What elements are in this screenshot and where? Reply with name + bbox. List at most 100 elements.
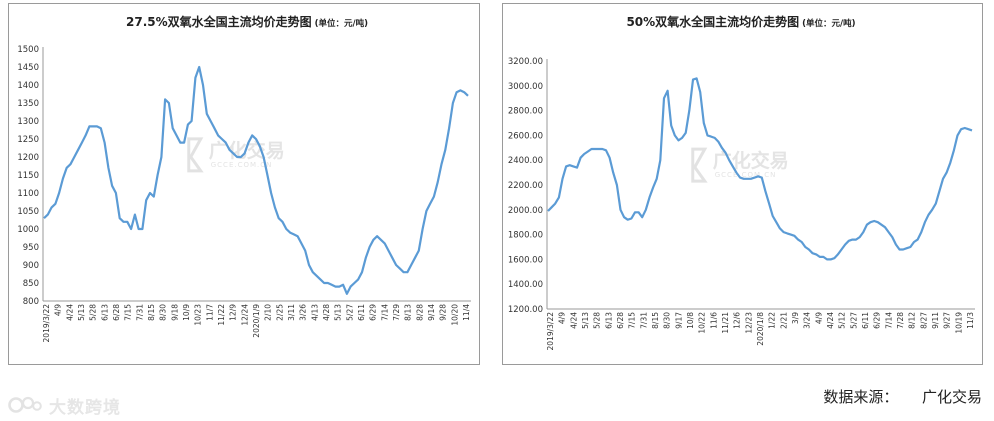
chart-1-xtick-label: 5/13: [77, 304, 86, 321]
chart-1-xtick-label: 4/28: [322, 304, 331, 321]
chart-1-ytick-label: 1450: [17, 63, 39, 73]
chart-1-xtick-label: 4/9: [54, 304, 63, 316]
chart-2-xtick-label: 12/23: [744, 312, 753, 334]
chart-2-title-text: 50%双氧水全国主流均价走势图: [626, 14, 799, 29]
chart-1-xtick-label: 11/4: [462, 304, 471, 321]
chart-1-ytick-label: 1100: [17, 189, 39, 199]
chart-1-xtick-label: 4/24: [65, 304, 74, 321]
chart-1-ytick-label: 1150: [17, 171, 39, 181]
logo-text: 大数跨境: [49, 397, 121, 418]
chart-1-xtick-label: 7/15: [124, 304, 133, 321]
chart-2-xtick-label: 9/11: [931, 312, 940, 329]
chart-2-ytick-label: 1800.00: [508, 231, 543, 241]
chart-1-xtick-label: 10/20: [450, 304, 459, 326]
chart-1-series-line: [43, 65, 469, 295]
chart-1-title-text: 27.5%双氧水全国主流均价走势图: [126, 14, 312, 29]
chart-2-xtick-label: 5/12: [838, 312, 847, 329]
chart-1-xtick-label: 12/24: [240, 304, 249, 326]
data-source: 数据来源： 广化交易: [823, 386, 982, 407]
chart-1-xtick-label: 7/31: [135, 304, 144, 321]
chart-1-xtick-label: 4/13: [310, 304, 319, 321]
chart-2-xtick-label: 4/24: [826, 312, 835, 329]
chart-1-ytick-label: 1400: [17, 81, 39, 91]
chart-1-xtick-label: 8/15: [147, 304, 156, 321]
chart-2-xtick-label: 8/27: [919, 312, 928, 329]
chart-2-xtick-label: 4/9: [814, 312, 823, 324]
chart-2-xtick-label: 7/15: [628, 312, 637, 329]
chart-2-xtick-label: 7/14: [884, 312, 893, 329]
chart-2-xtick-label: 6/11: [861, 312, 870, 329]
source-label: 数据来源：: [823, 388, 899, 406]
chart-1-xtick-label: 5/13: [334, 304, 343, 321]
chart-2-xtick-label: 6/29: [873, 312, 882, 329]
chart-1-xtick-label: 8/28: [415, 304, 424, 321]
logo-icon: [8, 396, 42, 413]
chart-panel-50: 50%双氧水全国主流均价走势图 (单位：元/吨) 广化交易 GCCE.COM.CN 1…: [502, 3, 983, 365]
source-value: 广化交易: [921, 388, 982, 406]
chart-2-ytick-label: 1400.00: [508, 280, 543, 290]
chart-1-ytick-label: 1000: [17, 225, 39, 235]
chart-1-xtick-label: 2/25: [275, 304, 284, 321]
chart-1-ytick-label: 1050: [17, 207, 39, 217]
chart-2-series-line: [547, 77, 973, 261]
chart-1-xtick-label: 2020/1/9: [252, 304, 261, 338]
chart-2-unit: (单位：元/吨): [799, 18, 855, 29]
chart-2-ytick-label: 3200.00: [508, 57, 543, 67]
chart-1-xtick-label: 6/29: [369, 304, 378, 321]
chart-1-xtick-label: 8/13: [404, 304, 413, 321]
chart-2-ytick-label: 2600.00: [508, 131, 543, 141]
chart-2-xtick-label: 10/22: [698, 312, 707, 334]
chart-2-xtick-label: 2019/3/22: [546, 312, 555, 351]
chart-1-ytick-label: 1300: [17, 117, 39, 127]
chart-1-xtick-label: 9/18: [170, 304, 179, 321]
chart-2-xtick-label: 8/15: [651, 312, 660, 329]
chart-2-xtick-label: 3/24: [803, 312, 812, 329]
chart-1-title: 27.5%双氧水全国主流均价走势图 (单位：元/吨): [126, 14, 368, 29]
chart-1-unit: (单位：元/吨): [312, 18, 368, 29]
chart-27-5-svg: 27.5%双氧水全国主流均价走势图 (单位：元/吨) 广化交易GCCE.COM.C…: [17, 14, 471, 342]
chart-1-xtick-label: 9/28: [439, 304, 448, 321]
chart-2-xtick-label: 5/28: [593, 312, 602, 329]
chart-1-xtick-label: 11/7: [205, 304, 214, 321]
chart-1-xtick-label: 10/9: [182, 304, 191, 321]
chart-1-xtick-label: 7/14: [380, 304, 389, 321]
chart-2-xtick-label: 8/30: [663, 312, 672, 329]
chart-2-xtick-label: 2020/1/8: [756, 312, 765, 346]
chart-1-ytick-label: 1500: [17, 45, 39, 55]
chart-1-ytick-label: 1350: [17, 99, 39, 109]
chart-1-watermark-icon: [187, 137, 204, 173]
chart-1-xtick-label: 8/30: [159, 304, 168, 321]
chart-2-xtick-label: 2/21: [779, 312, 788, 329]
chart-2-xtick-label: 5/13: [581, 312, 590, 329]
chart-2-watermark-icon: [691, 147, 708, 183]
chart-2-xtick-label: 11/21: [721, 312, 730, 334]
chart-1-ytick-label: 1250: [17, 135, 39, 145]
chart-2-watermark-sub: GCCE.COM.CN: [715, 171, 777, 179]
chart-1-xtick-label: 5/27: [345, 304, 354, 321]
chart-1-xtick-label: 3/11: [287, 304, 296, 321]
chart-panel-27-5: 27.5%双氧水全国主流均价走势图 (单位：元/吨) 广化交易 GCCE.COM.C…: [8, 3, 480, 365]
chart-2-xtick-label: 6/13: [604, 312, 613, 329]
chart-1-xtick-label: 9/14: [427, 304, 436, 321]
chart-2-xtick-label: 12/6: [733, 312, 742, 329]
chart-1-xtick-label: 2/10: [264, 304, 273, 321]
chart-1-ytick-label: 1200: [17, 153, 39, 163]
chart-1-xtick-label: 5/28: [89, 304, 98, 321]
chart-1-ytick-label: 900: [23, 261, 39, 271]
chart-2-ytick-label: 2200.00: [508, 181, 543, 191]
chart-2-xtick-label: 4/9: [558, 312, 567, 324]
chart-2-xtick-label: 4/24: [569, 312, 578, 329]
chart-2-ytick-label: 1200.00: [508, 305, 543, 315]
chart-2-xtick-label: 3/9: [791, 312, 800, 324]
chart-2-ytick-label: 2400.00: [508, 156, 543, 166]
chart-1-watermark-sub: GCCE.COM.CN: [211, 161, 273, 169]
chart-1-xtick-label: 6/28: [112, 304, 121, 321]
chart-2-ytick-label: 2000.00: [508, 206, 543, 216]
chart-2-xtick-label: 8/12: [908, 312, 917, 329]
chart-1-xtick-label: 6/11: [357, 304, 366, 321]
chart-2-xtick-label: 6/28: [616, 312, 625, 329]
chart-1-ytick-label: 950: [23, 243, 39, 253]
chart-2-xtick-label: 9/27: [943, 312, 952, 329]
